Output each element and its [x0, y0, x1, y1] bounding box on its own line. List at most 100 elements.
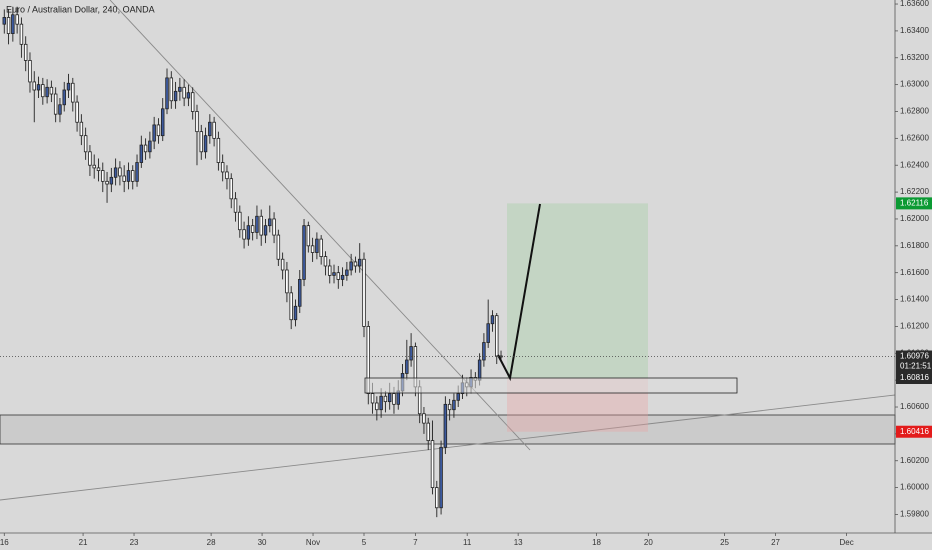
candle-body [495, 315, 499, 357]
candle-body [225, 171, 229, 180]
candle-body [216, 137, 221, 163]
candle-body [370, 393, 375, 404]
candle-body [233, 198, 238, 213]
candle-body [83, 135, 88, 153]
price-label: 1.60816 [900, 373, 929, 382]
candle-body [229, 178, 233, 200]
candle-body [490, 315, 495, 325]
candle-body [276, 234, 281, 260]
x-tick-label: Nov [306, 538, 320, 547]
candle-body [263, 225, 268, 236]
candle-body [336, 272, 341, 280]
y-tick-label: 1.62200 [900, 187, 929, 196]
candle-body [79, 121, 84, 137]
x-tick-label: 16 [0, 538, 9, 547]
countdown: 01:21:51 [900, 362, 932, 371]
candle-body [447, 403, 452, 411]
candle-body [75, 101, 79, 123]
y-tick-label: 1.63200 [900, 53, 929, 62]
candle-body [238, 211, 242, 231]
candle-body [340, 274, 345, 280]
candle-body [36, 84, 41, 91]
candles [2, 6, 503, 518]
candle-body [19, 23, 24, 45]
candle-body [118, 167, 122, 177]
candle-body [182, 86, 186, 99]
candle-body [53, 93, 58, 115]
candle-body [486, 323, 490, 343]
chart-title: Euro / Australian Dollar, 240, OANDA [6, 4, 155, 14]
candle-body [298, 279, 302, 307]
candle-body [190, 92, 195, 112]
x-tick-label: 7 [413, 538, 418, 547]
y-tick-label: 1.63400 [900, 26, 929, 35]
candle-body [392, 393, 396, 405]
candle-body [66, 82, 71, 91]
candle-body [101, 170, 105, 182]
candle-body [242, 229, 246, 240]
candle-body [302, 225, 306, 280]
box [364, 377, 738, 394]
candle-body [332, 272, 336, 276]
candle-body [143, 144, 148, 153]
candle-body [6, 17, 11, 34]
candle-body [160, 108, 165, 137]
x-tick-label: 18 [592, 538, 601, 547]
drawings [0, 0, 896, 501]
candle-body [357, 258, 362, 267]
candle-body [323, 256, 328, 267]
candle-body [15, 14, 19, 25]
candle-body [366, 326, 371, 394]
x-tick-label: Dec [839, 538, 853, 547]
price-label: 1.62116 [900, 198, 929, 207]
y-tick-label: 1.60000 [900, 483, 929, 492]
candle-body [156, 124, 161, 137]
candle-body [41, 84, 45, 98]
candle-body [208, 121, 212, 137]
y-tick-label: 1.61800 [900, 241, 929, 250]
x-tick-label: 30 [258, 538, 267, 547]
candle-body [71, 82, 75, 103]
candle-body [199, 131, 203, 153]
candle-body [310, 245, 315, 253]
y-tick-label: 1.62600 [900, 133, 929, 142]
candle-body [58, 104, 62, 115]
candle-body [319, 238, 323, 257]
candle-body [409, 346, 413, 361]
candle-body [173, 90, 178, 102]
candle-body [131, 170, 135, 182]
candle-body [272, 218, 276, 236]
candle-body [220, 162, 225, 173]
price-label: 1.60976 [900, 352, 929, 361]
x-tick-label: 28 [207, 538, 216, 547]
position-tool [507, 203, 648, 432]
overlay [364, 203, 738, 394]
price-label: 1.60416 [900, 427, 929, 436]
y-tick-label: 1.60200 [900, 456, 929, 465]
candle-body [387, 393, 392, 403]
candle-body [255, 215, 259, 233]
y-tick-label: 1.61400 [900, 295, 929, 304]
candle-body [405, 359, 409, 374]
candle-body [293, 305, 298, 321]
candle-body [439, 446, 443, 509]
candle-body [23, 43, 28, 61]
candle-body [62, 89, 66, 106]
candle-body [315, 238, 319, 253]
y-tick-label: 1.59800 [900, 510, 929, 519]
y-tick-label: 1.62800 [900, 107, 929, 116]
candle-body [345, 269, 349, 276]
candle-body [259, 215, 263, 236]
candle-body [362, 258, 366, 327]
candle-body [353, 261, 358, 267]
y-tick-label: 1.63600 [900, 0, 929, 8]
candle-body [246, 225, 251, 240]
candle-body [212, 121, 216, 139]
candle-body [105, 180, 109, 185]
price-label-box [896, 350, 932, 373]
price-label-box [896, 197, 932, 210]
candle-body [285, 269, 289, 294]
x-tick-label: 11 [463, 538, 472, 547]
